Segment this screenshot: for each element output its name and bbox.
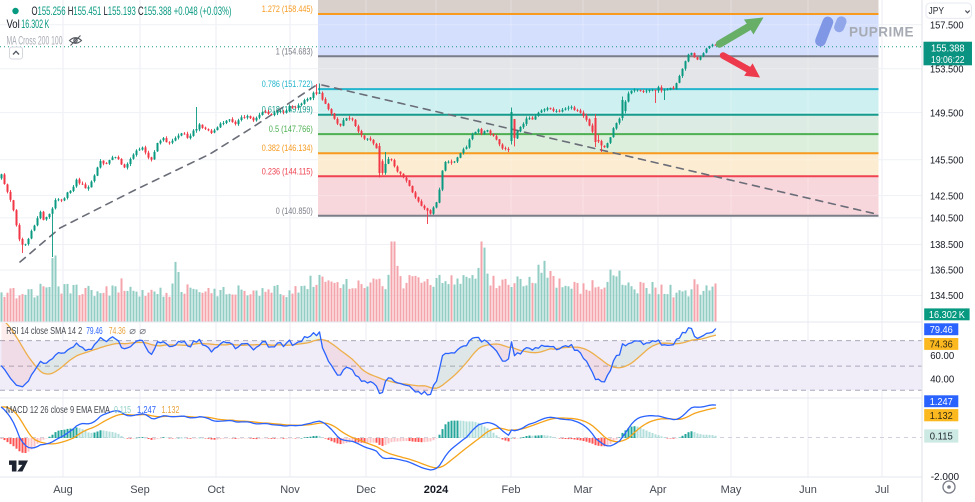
svg-text:1.247: 1.247 bbox=[137, 404, 156, 416]
svg-text:149.500: 149.500 bbox=[930, 107, 964, 119]
svg-text:142.500: 142.500 bbox=[930, 190, 964, 202]
svg-text:74.36: 74.36 bbox=[930, 339, 953, 351]
svg-text:Dec: Dec bbox=[356, 484, 376, 496]
svg-text:136.500: 136.500 bbox=[930, 265, 964, 277]
svg-text:RSI 14 close SMA 14 2: RSI 14 close SMA 14 2 bbox=[6, 325, 82, 337]
svg-text:Mar: Mar bbox=[574, 484, 593, 496]
svg-text:1.132: 1.132 bbox=[930, 410, 953, 422]
svg-text:0.382 (146.134): 0.382 (146.134) bbox=[262, 143, 313, 154]
svg-text:138.500: 138.500 bbox=[930, 239, 964, 251]
svg-text:0.115: 0.115 bbox=[930, 431, 953, 443]
svg-text:⌀ ⌀: ⌀ ⌀ bbox=[129, 326, 146, 337]
svg-text:MACD 12 26 close 9 EMA EMA: MACD 12 26 close 9 EMA EMA bbox=[6, 404, 110, 416]
svg-text:40.00: 40.00 bbox=[930, 374, 954, 386]
svg-text:153.500: 153.500 bbox=[930, 64, 964, 76]
svg-text:140.500: 140.500 bbox=[930, 213, 964, 225]
svg-text:0.786 (151.722): 0.786 (151.722) bbox=[262, 79, 313, 90]
svg-text:Aug: Aug bbox=[53, 484, 73, 496]
svg-text:60.00: 60.00 bbox=[930, 350, 954, 362]
svg-text:Sep: Sep bbox=[130, 484, 150, 496]
svg-text:145.500: 145.500 bbox=[930, 154, 964, 166]
svg-text:16.302 K: 16.302 K bbox=[929, 309, 965, 321]
svg-text:-2.000: -2.000 bbox=[931, 471, 960, 483]
svg-text:Jul: Jul bbox=[875, 484, 889, 496]
svg-text:0.5 (147.766): 0.5 (147.766) bbox=[269, 124, 313, 135]
svg-text:157.500: 157.500 bbox=[930, 20, 964, 32]
svg-text:19:06:22: 19:06:22 bbox=[931, 54, 965, 66]
svg-text:1.132: 1.132 bbox=[162, 404, 180, 416]
svg-text:Jun: Jun bbox=[799, 484, 817, 496]
svg-text:74.36: 74.36 bbox=[109, 325, 126, 337]
svg-text:0.618 (149.199): 0.618 (149.199) bbox=[262, 105, 313, 116]
svg-text:Apr: Apr bbox=[649, 484, 666, 496]
svg-text:Nov: Nov bbox=[280, 484, 300, 496]
svg-text:155.388: 155.388 bbox=[931, 43, 965, 55]
svg-text:Oct: Oct bbox=[207, 484, 224, 496]
svg-text:79.46: 79.46 bbox=[86, 325, 103, 337]
svg-text:134.500: 134.500 bbox=[930, 290, 964, 302]
svg-text:2024: 2024 bbox=[424, 484, 449, 496]
svg-text:Vol: Vol bbox=[7, 17, 20, 31]
svg-text:MA Cross 200 100: MA Cross 200 100 bbox=[7, 34, 63, 48]
svg-text:16.302 K: 16.302 K bbox=[21, 17, 49, 31]
svg-text:May: May bbox=[721, 484, 742, 496]
svg-text:0 (140.850): 0 (140.850) bbox=[276, 206, 313, 217]
svg-text:79.46: 79.46 bbox=[930, 324, 953, 336]
svg-text:O155.256 H155.451 L155.193 C15: O155.256 H155.451 L155.193 C155.388 +0.0… bbox=[32, 4, 232, 18]
svg-text:0.236 (144.115): 0.236 (144.115) bbox=[262, 166, 313, 177]
svg-text:0.115: 0.115 bbox=[114, 404, 131, 416]
svg-text:1 (154.683): 1 (154.683) bbox=[276, 46, 313, 57]
svg-text:1.247: 1.247 bbox=[930, 396, 953, 408]
svg-text:JPY: JPY bbox=[929, 5, 945, 17]
svg-text:Feb: Feb bbox=[502, 484, 521, 496]
svg-text:1.272 (158.445): 1.272 (158.445) bbox=[262, 4, 313, 15]
svg-text:PUPRIME: PUPRIME bbox=[849, 24, 914, 40]
